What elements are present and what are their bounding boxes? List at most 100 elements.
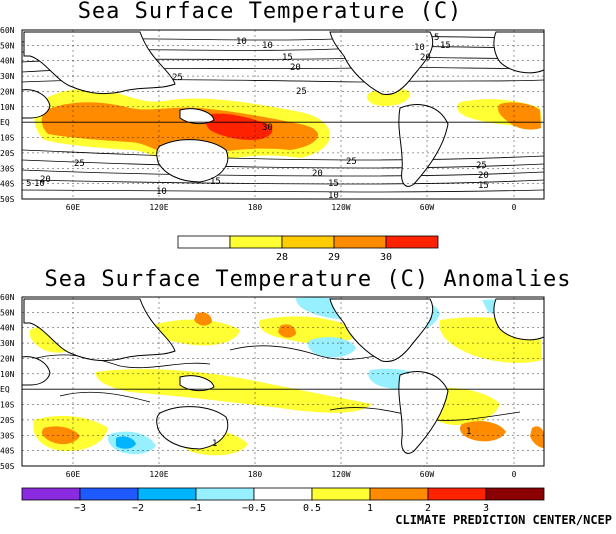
sst-axis-labels: 60N 50N 40N 30N 20N 10N EQ 10S 20S 30S 40S 50S 60E 12…	[0, 26, 517, 212]
land-europe	[493, 31, 545, 74]
anom-colorbar: −3 −2 −1 −0.5 0.5 1 2 3	[21, 487, 545, 514]
anom-positive-strong	[41, 426, 80, 445]
lon-tick-label: 60E	[66, 203, 81, 212]
land-indonesia	[179, 108, 215, 125]
land-australia	[156, 139, 229, 183]
anom-positive-region	[95, 369, 373, 413]
colorbar-swatch	[177, 235, 231, 249]
lat-tick-label: EQ	[0, 385, 10, 394]
land-south-america	[398, 371, 449, 454]
land-north-america	[329, 298, 433, 362]
lat-tick-label: 20N	[0, 354, 15, 363]
contour-label: 5	[434, 33, 439, 43]
anom-positive-region	[150, 319, 240, 346]
colorbar-swatch	[427, 487, 487, 501]
colorbar-label: 0.5	[303, 503, 321, 514]
colorbar-label: 3	[483, 503, 489, 514]
anom-positive-strong	[460, 421, 506, 442]
lat-tick-label: EQ	[0, 118, 10, 127]
lon-tick-label: 120W	[331, 470, 350, 479]
contour-label: 15	[210, 177, 221, 187]
lat-tick-label: 40S	[0, 180, 15, 189]
contour-label: 10	[328, 191, 339, 201]
anom-gridlines	[22, 297, 544, 466]
lat-tick-label: 10N	[0, 103, 15, 112]
colorbar-swatch	[21, 487, 81, 501]
lat-tick-label: 40N	[0, 324, 15, 333]
contour-label: 20	[420, 53, 431, 63]
colorbar-swatch	[229, 235, 283, 249]
lon-tick-label: 0	[512, 203, 517, 212]
contour-label: 30	[262, 123, 273, 133]
anom-map-frame	[21, 296, 545, 467]
land-eurasia	[23, 298, 176, 362]
contour-label: 25	[74, 159, 85, 169]
land-africa-east	[21, 356, 51, 386]
lon-tick-label: 60W	[420, 470, 435, 479]
contour-label: 10	[262, 41, 273, 51]
land-north-america	[329, 31, 433, 95]
contour-label: 10	[156, 187, 167, 197]
lon-tick-label: 60E	[66, 470, 81, 479]
lon-tick-label: 0	[512, 470, 517, 479]
land-europe	[493, 298, 545, 341]
contour-label: 15	[282, 53, 293, 63]
colorbar-label: 28	[276, 252, 288, 263]
sst-title: Sea Surface Temperature (C)	[78, 0, 463, 24]
colorbar-label: 1	[367, 503, 373, 514]
lon-tick-label: 60W	[420, 203, 435, 212]
sst-warm-fill	[34, 87, 542, 165]
credit-text: CLIMATE PREDICTION CENTER/NCEP	[395, 513, 612, 527]
land-eurasia	[23, 31, 176, 95]
contour-label: 10	[34, 179, 45, 189]
sst-gridlines	[22, 30, 544, 199]
colorbar-swatch	[281, 235, 335, 249]
lat-tick-label: 50S	[0, 195, 15, 204]
colorbar-label: −1	[190, 503, 202, 514]
lat-tick-label: 40S	[0, 447, 15, 456]
colorbar-swatch	[195, 487, 255, 501]
colorbar-swatch	[253, 487, 313, 501]
sst-land	[21, 31, 545, 187]
colorbar-label: −0.5	[242, 503, 266, 514]
contour-label: 1	[466, 427, 471, 437]
colorbar-swatch	[485, 487, 545, 501]
lat-tick-label: 50S	[0, 462, 15, 471]
contour-label: 20	[478, 171, 489, 181]
contour-label: 25	[296, 87, 307, 97]
lon-tick-label: 120E	[149, 470, 168, 479]
lat-tick-label: 30S	[0, 164, 15, 173]
contour-label: 25	[476, 161, 487, 171]
lat-tick-label: 50N	[0, 308, 15, 317]
colorbar-label: −2	[132, 503, 144, 514]
anom-axis-labels: 60N 50N 40N 30N 20N 10N EQ 10S 20S 30S 40S 50S 60E 12…	[0, 293, 517, 479]
lat-tick-label: 10S	[0, 134, 15, 143]
warm-region-gulf-guinea	[498, 102, 541, 130]
colorbar-label: −3	[74, 503, 86, 514]
lon-tick-label: 120E	[149, 203, 168, 212]
colorbar-label: 2	[425, 503, 431, 514]
lat-tick-label: 30S	[0, 431, 15, 440]
colorbar-label: 30	[380, 252, 392, 263]
colorbar-swatch	[333, 235, 387, 249]
lat-tick-label: 20S	[0, 416, 15, 425]
sst-colorbar: 28 29 30	[177, 235, 439, 263]
anom-negative-region	[308, 337, 356, 358]
contour-label: 15	[328, 179, 339, 189]
lat-tick-label: 20S	[0, 149, 15, 158]
contour-label: 20	[290, 63, 301, 73]
lat-tick-label: 40N	[0, 57, 15, 66]
anom-map: 1 1	[21, 296, 545, 467]
colorbar-swatch	[311, 487, 371, 501]
colorbar-swatch	[137, 487, 197, 501]
anom-negative-strong	[116, 436, 136, 449]
contour-label: 15	[440, 41, 451, 51]
lat-tick-label: 30N	[0, 72, 15, 81]
lon-tick-label: 120W	[331, 203, 350, 212]
contour-label: 20	[312, 169, 323, 179]
contour-label: 15	[478, 181, 489, 191]
lat-tick-label: 10S	[0, 401, 15, 410]
anom-land	[21, 298, 545, 454]
